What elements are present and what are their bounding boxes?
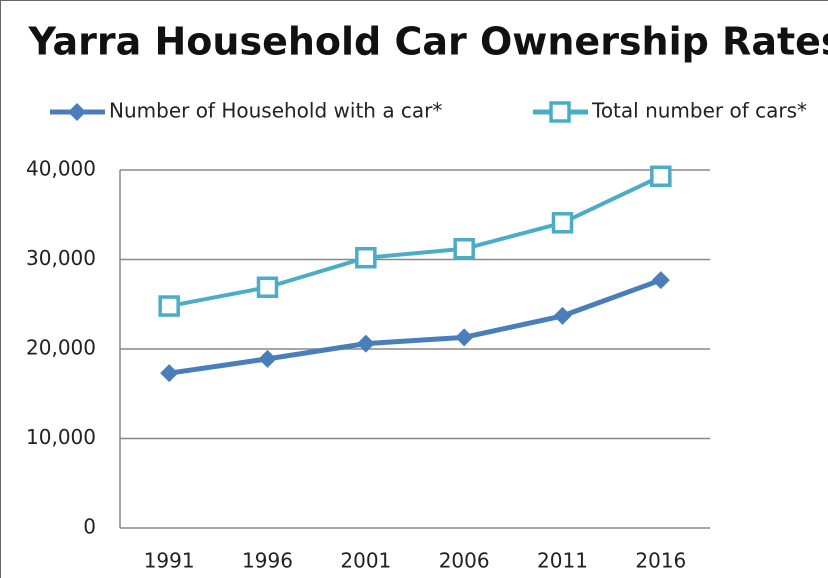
marker: [258, 349, 277, 368]
marker: [160, 364, 179, 383]
marker: [650, 165, 672, 188]
marker: [551, 212, 574, 234]
series-line: [168, 277, 662, 376]
y-tick-label: 10,000: [26, 425, 96, 449]
marker: [356, 334, 375, 353]
x-tick-label: 1996: [242, 549, 293, 573]
x-tick-label: 2006: [439, 549, 490, 573]
marker: [355, 246, 377, 269]
x-tick-label: 2001: [340, 549, 391, 573]
marker: [549, 101, 571, 123]
x-tick-label: 1991: [144, 549, 195, 573]
y-tick-label: 40,000: [26, 157, 96, 181]
legend-label: Total number of cars*: [591, 99, 807, 123]
y-tick-label: 0: [83, 515, 96, 539]
marker: [158, 295, 180, 317]
marker: [651, 271, 670, 290]
marker: [455, 328, 474, 347]
x-tick-label: 2016: [635, 549, 686, 573]
chart-title: Yarra Household Car Ownership Rates: [27, 20, 828, 64]
y-tick-label: 20,000: [26, 336, 96, 360]
series-line: [168, 174, 662, 309]
marker: [256, 276, 279, 298]
marker: [68, 103, 86, 121]
marker: [553, 306, 572, 325]
legend-label: Number of Household with a car*: [109, 99, 442, 123]
y-tick-label: 30,000: [26, 246, 96, 270]
x-tick-label: 2011: [537, 549, 588, 573]
marker: [453, 238, 475, 260]
